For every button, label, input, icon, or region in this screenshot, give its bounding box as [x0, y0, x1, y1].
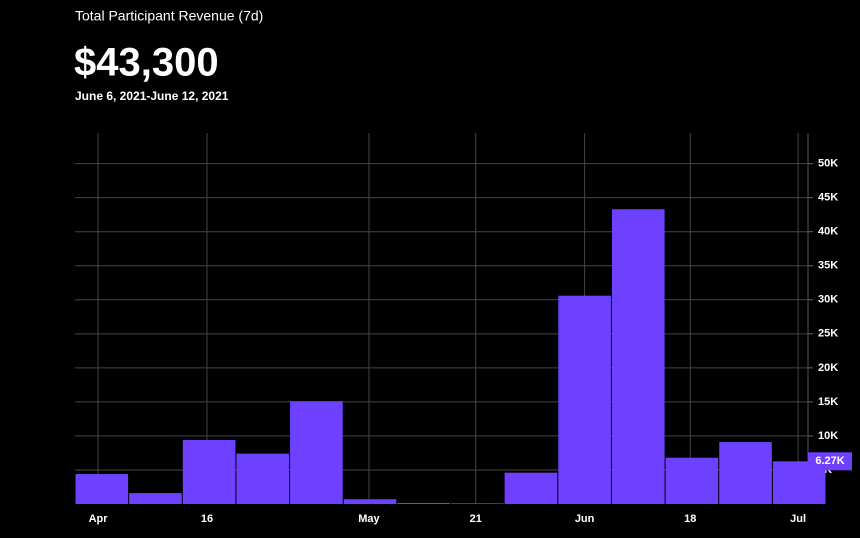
- bar: [451, 503, 504, 504]
- x-tick-label: Apr: [89, 513, 109, 525]
- x-tick-label: 16: [201, 513, 213, 525]
- chart-title: Total Participant Revenue (7d): [75, 8, 263, 24]
- x-tick-label: May: [358, 513, 380, 525]
- bar: [236, 453, 290, 504]
- bar: [504, 472, 558, 504]
- bar: [665, 457, 719, 504]
- subtitle: June 6, 2021-June 12, 2021: [75, 89, 229, 103]
- y-tick-label: 25K: [818, 328, 838, 340]
- y-tick-label: 15K: [818, 396, 838, 408]
- bar: [719, 442, 772, 504]
- y-tick-label: 30K: [818, 294, 838, 306]
- bar: [611, 209, 665, 505]
- bar: [182, 440, 236, 504]
- y-tick-label: 35K: [818, 260, 838, 272]
- bar: [290, 401, 343, 504]
- y-tick-label: 20K: [818, 362, 838, 374]
- x-tick-label: 21: [470, 513, 482, 525]
- y-tick-label: 40K: [818, 226, 838, 238]
- y-tick-label: 50K: [818, 158, 838, 170]
- bar: [343, 499, 397, 504]
- bar: [75, 474, 129, 504]
- x-tick-label: 18: [684, 513, 696, 525]
- value-label-box: [808, 452, 852, 471]
- x-tick-label: Jun: [575, 513, 595, 525]
- y-tick-label: 10K: [818, 430, 838, 442]
- bar: [397, 502, 450, 504]
- headline: $43,300: [74, 41, 219, 85]
- bar: [558, 295, 611, 504]
- x-tick-label: Jul: [790, 513, 806, 525]
- bar: [129, 493, 182, 504]
- y-tick-label: 45K: [818, 192, 838, 204]
- value-label: 6.27K: [815, 455, 844, 467]
